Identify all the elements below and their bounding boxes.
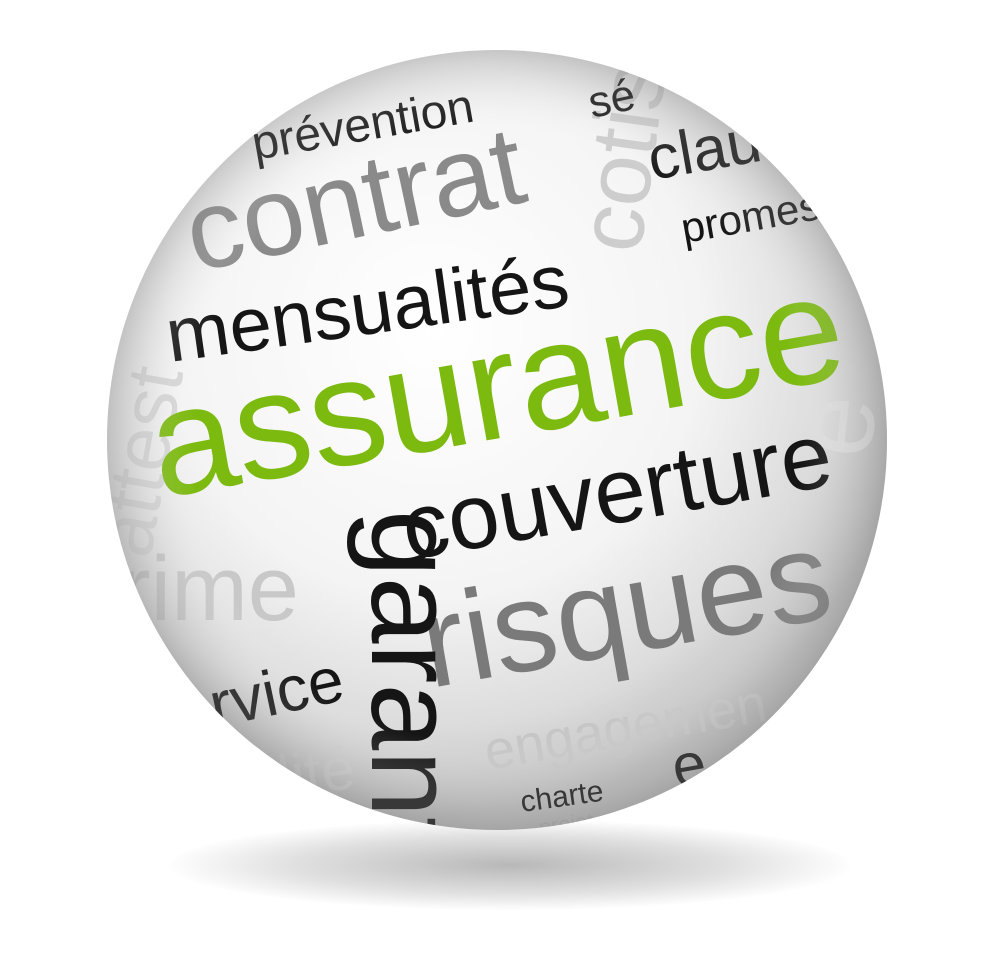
sphere-shadow xyxy=(170,820,850,910)
sphere-rim xyxy=(107,50,887,830)
